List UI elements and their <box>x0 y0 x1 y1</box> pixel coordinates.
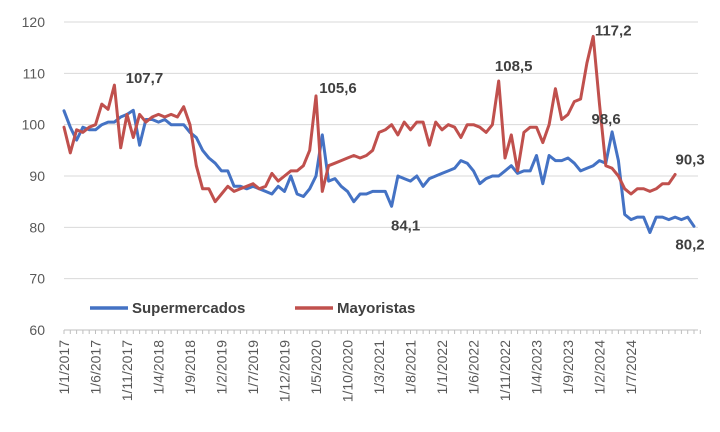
legend: Supermercados Mayoristas <box>90 300 415 317</box>
x-tick-label: 1/9/2023 <box>560 340 576 395</box>
y-tick-label: 110 <box>23 65 46 81</box>
data-label: 80,2 <box>675 236 704 253</box>
y-tick-label: 90 <box>29 168 45 184</box>
y-tick-label: 120 <box>22 14 46 30</box>
y-tick-label: 60 <box>29 322 45 338</box>
data-label: 90,3 <box>675 151 704 168</box>
x-tick-label: 1/11/2022 <box>497 340 513 401</box>
x-tick-label: 1/2/2024 <box>592 340 608 395</box>
x-tick-label: 1/6/2017 <box>88 340 104 395</box>
data-labels: 84,1 98,6 80,2 107,7 105,6 108,5 117,2 90,3 <box>126 22 705 253</box>
x-tick-label: 1/5/2020 <box>308 340 324 395</box>
x-tick-label: 1/1/2022 <box>434 340 450 395</box>
series-lines <box>62 34 696 234</box>
x-tick-label: 1/10/2020 <box>340 340 356 402</box>
x-tick-label: 1/11/2017 <box>119 340 135 401</box>
x-tick-label: 1/8/2021 <box>403 340 419 395</box>
series-line-supermercados <box>62 108 696 234</box>
data-label: 84,1 <box>391 217 420 234</box>
y-tick-label: 80 <box>29 219 45 235</box>
data-label: 98,6 <box>591 111 620 128</box>
data-label: 105,6 <box>319 80 357 97</box>
data-label: 107,7 <box>126 70 164 87</box>
x-tick-label: 1/1/2017 <box>56 340 72 395</box>
legend-label: Mayoristas <box>337 300 415 317</box>
x-tick-label: 1/3/2021 <box>371 340 387 395</box>
data-label: 108,5 <box>495 58 533 75</box>
x-tick-label: 1/4/2023 <box>529 340 545 395</box>
x-tick-label: 1/6/2022 <box>466 340 482 395</box>
x-tick-label: 1/2/2019 <box>214 340 230 395</box>
x-tick-label: 1/9/2018 <box>182 340 198 395</box>
x-tick-label: 1/4/2018 <box>151 340 167 395</box>
data-label: 117,2 <box>595 22 632 39</box>
series-line-mayoristas <box>62 34 677 204</box>
gridlines <box>64 21 698 331</box>
y-tick-label: 100 <box>22 117 46 133</box>
x-axis: 1/1/2017 1/6/2017 1/11/2017 1/4/2018 1/9/201… <box>56 329 701 402</box>
x-tick-label: 1/12/2019 <box>277 340 293 402</box>
x-tick-label: 1/7/2019 <box>245 340 261 395</box>
x-tick-label: 1/7/2024 <box>623 340 639 395</box>
y-axis: 60 70 80 90 100 110 120 <box>22 14 46 338</box>
y-tick-label: 70 <box>29 271 45 287</box>
legend-label: Supermercados <box>132 300 245 317</box>
